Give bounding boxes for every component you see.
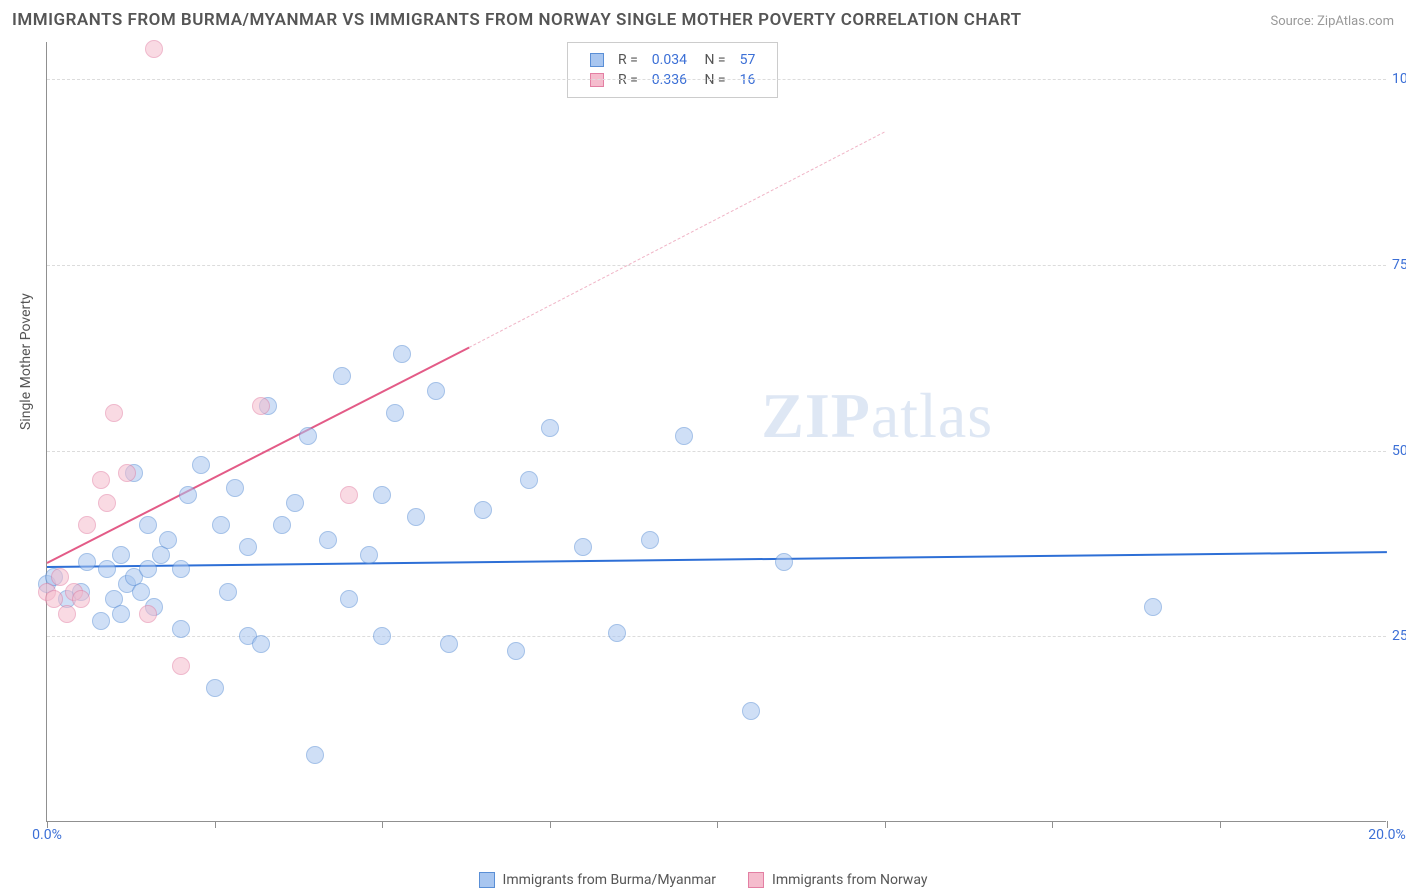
gridline (47, 451, 1386, 452)
data-point (474, 501, 492, 519)
gridline (47, 265, 1386, 266)
data-point (139, 516, 157, 534)
data-point (373, 627, 391, 645)
stats-legend-box: R =0.034 N =57R =0.336 N =16 (567, 42, 778, 98)
data-point (139, 605, 157, 623)
data-point (306, 746, 324, 764)
chart-title: IMMIGRANTS FROM BURMA/MYANMAR VS IMMIGRA… (12, 10, 1022, 30)
data-point (775, 553, 793, 571)
data-point (286, 494, 304, 512)
x-tick-mark (382, 821, 383, 828)
data-point (239, 538, 257, 556)
legend-label: Immigrants from Burma/Myanmar (503, 872, 717, 888)
legend-swatch (479, 872, 495, 888)
data-point (340, 486, 358, 504)
data-point (1144, 598, 1162, 616)
data-point (92, 471, 110, 489)
data-point (440, 635, 458, 653)
scatter-plot-area: ZIPatlas R =0.034 N =57R =0.336 N =16 25… (46, 42, 1386, 822)
x-tick-mark (717, 821, 718, 828)
data-point (172, 560, 190, 578)
data-point (172, 620, 190, 638)
data-point (159, 531, 177, 549)
data-point (105, 404, 123, 422)
legend-swatch (748, 872, 764, 888)
x-tick-label: 20.0% (1368, 827, 1406, 843)
data-point (132, 583, 150, 601)
legend-bottom: Immigrants from Burma/Myanmar Immigrants … (0, 872, 1406, 888)
x-tick-mark (215, 821, 216, 828)
y-tick-label: 100.0% (1392, 71, 1406, 87)
data-point (226, 479, 244, 497)
x-tick-mark (1052, 821, 1053, 828)
data-point (112, 605, 130, 623)
y-tick-label: 75.0% (1392, 257, 1406, 273)
data-point (393, 345, 411, 363)
y-axis-label: Single Mother Poverty (18, 293, 34, 430)
data-point (51, 568, 69, 586)
data-point (98, 560, 116, 578)
x-tick-mark (550, 821, 551, 828)
x-tick-label: 0.0% (32, 827, 62, 843)
data-point (675, 427, 693, 445)
watermark: ZIPatlas (761, 379, 993, 453)
data-point (179, 486, 197, 504)
stats-row: R =0.034 N =57 (584, 51, 761, 69)
data-point (98, 494, 116, 512)
data-point (541, 419, 559, 437)
data-point (145, 40, 163, 58)
data-point (92, 612, 110, 630)
data-point (427, 382, 445, 400)
data-point (608, 624, 626, 642)
trendline (47, 347, 470, 564)
data-point (219, 583, 237, 601)
data-point (58, 605, 76, 623)
data-point (45, 590, 63, 608)
x-tick-mark (1220, 821, 1221, 828)
y-tick-label: 50.0% (1392, 443, 1406, 459)
trendline-dashed (469, 131, 885, 347)
y-tick-label: 25.0% (1392, 628, 1406, 644)
data-point (574, 538, 592, 556)
data-point (212, 516, 230, 534)
legend-label: Immigrants from Norway (772, 872, 927, 888)
data-point (386, 404, 404, 422)
data-point (507, 642, 525, 660)
data-point (192, 456, 210, 474)
data-point (118, 464, 136, 482)
data-point (172, 657, 190, 675)
source-label: Source: ZipAtlas.com (1270, 14, 1394, 29)
data-point (407, 508, 425, 526)
data-point (78, 553, 96, 571)
data-point (319, 531, 337, 549)
x-tick-mark (885, 821, 886, 828)
data-point (252, 635, 270, 653)
data-point (333, 367, 351, 385)
gridline (47, 79, 1386, 80)
legend-item: Immigrants from Burma/Myanmar (479, 872, 717, 888)
data-point (641, 531, 659, 549)
data-point (112, 546, 130, 564)
data-point (520, 471, 538, 489)
data-point (373, 486, 391, 504)
data-point (742, 702, 760, 720)
data-point (340, 590, 358, 608)
legend-item: Immigrants from Norway (748, 872, 927, 888)
data-point (78, 516, 96, 534)
data-point (139, 560, 157, 578)
data-point (360, 546, 378, 564)
data-point (206, 679, 224, 697)
data-point (273, 516, 291, 534)
data-point (299, 427, 317, 445)
data-point (72, 590, 90, 608)
data-point (252, 397, 270, 415)
